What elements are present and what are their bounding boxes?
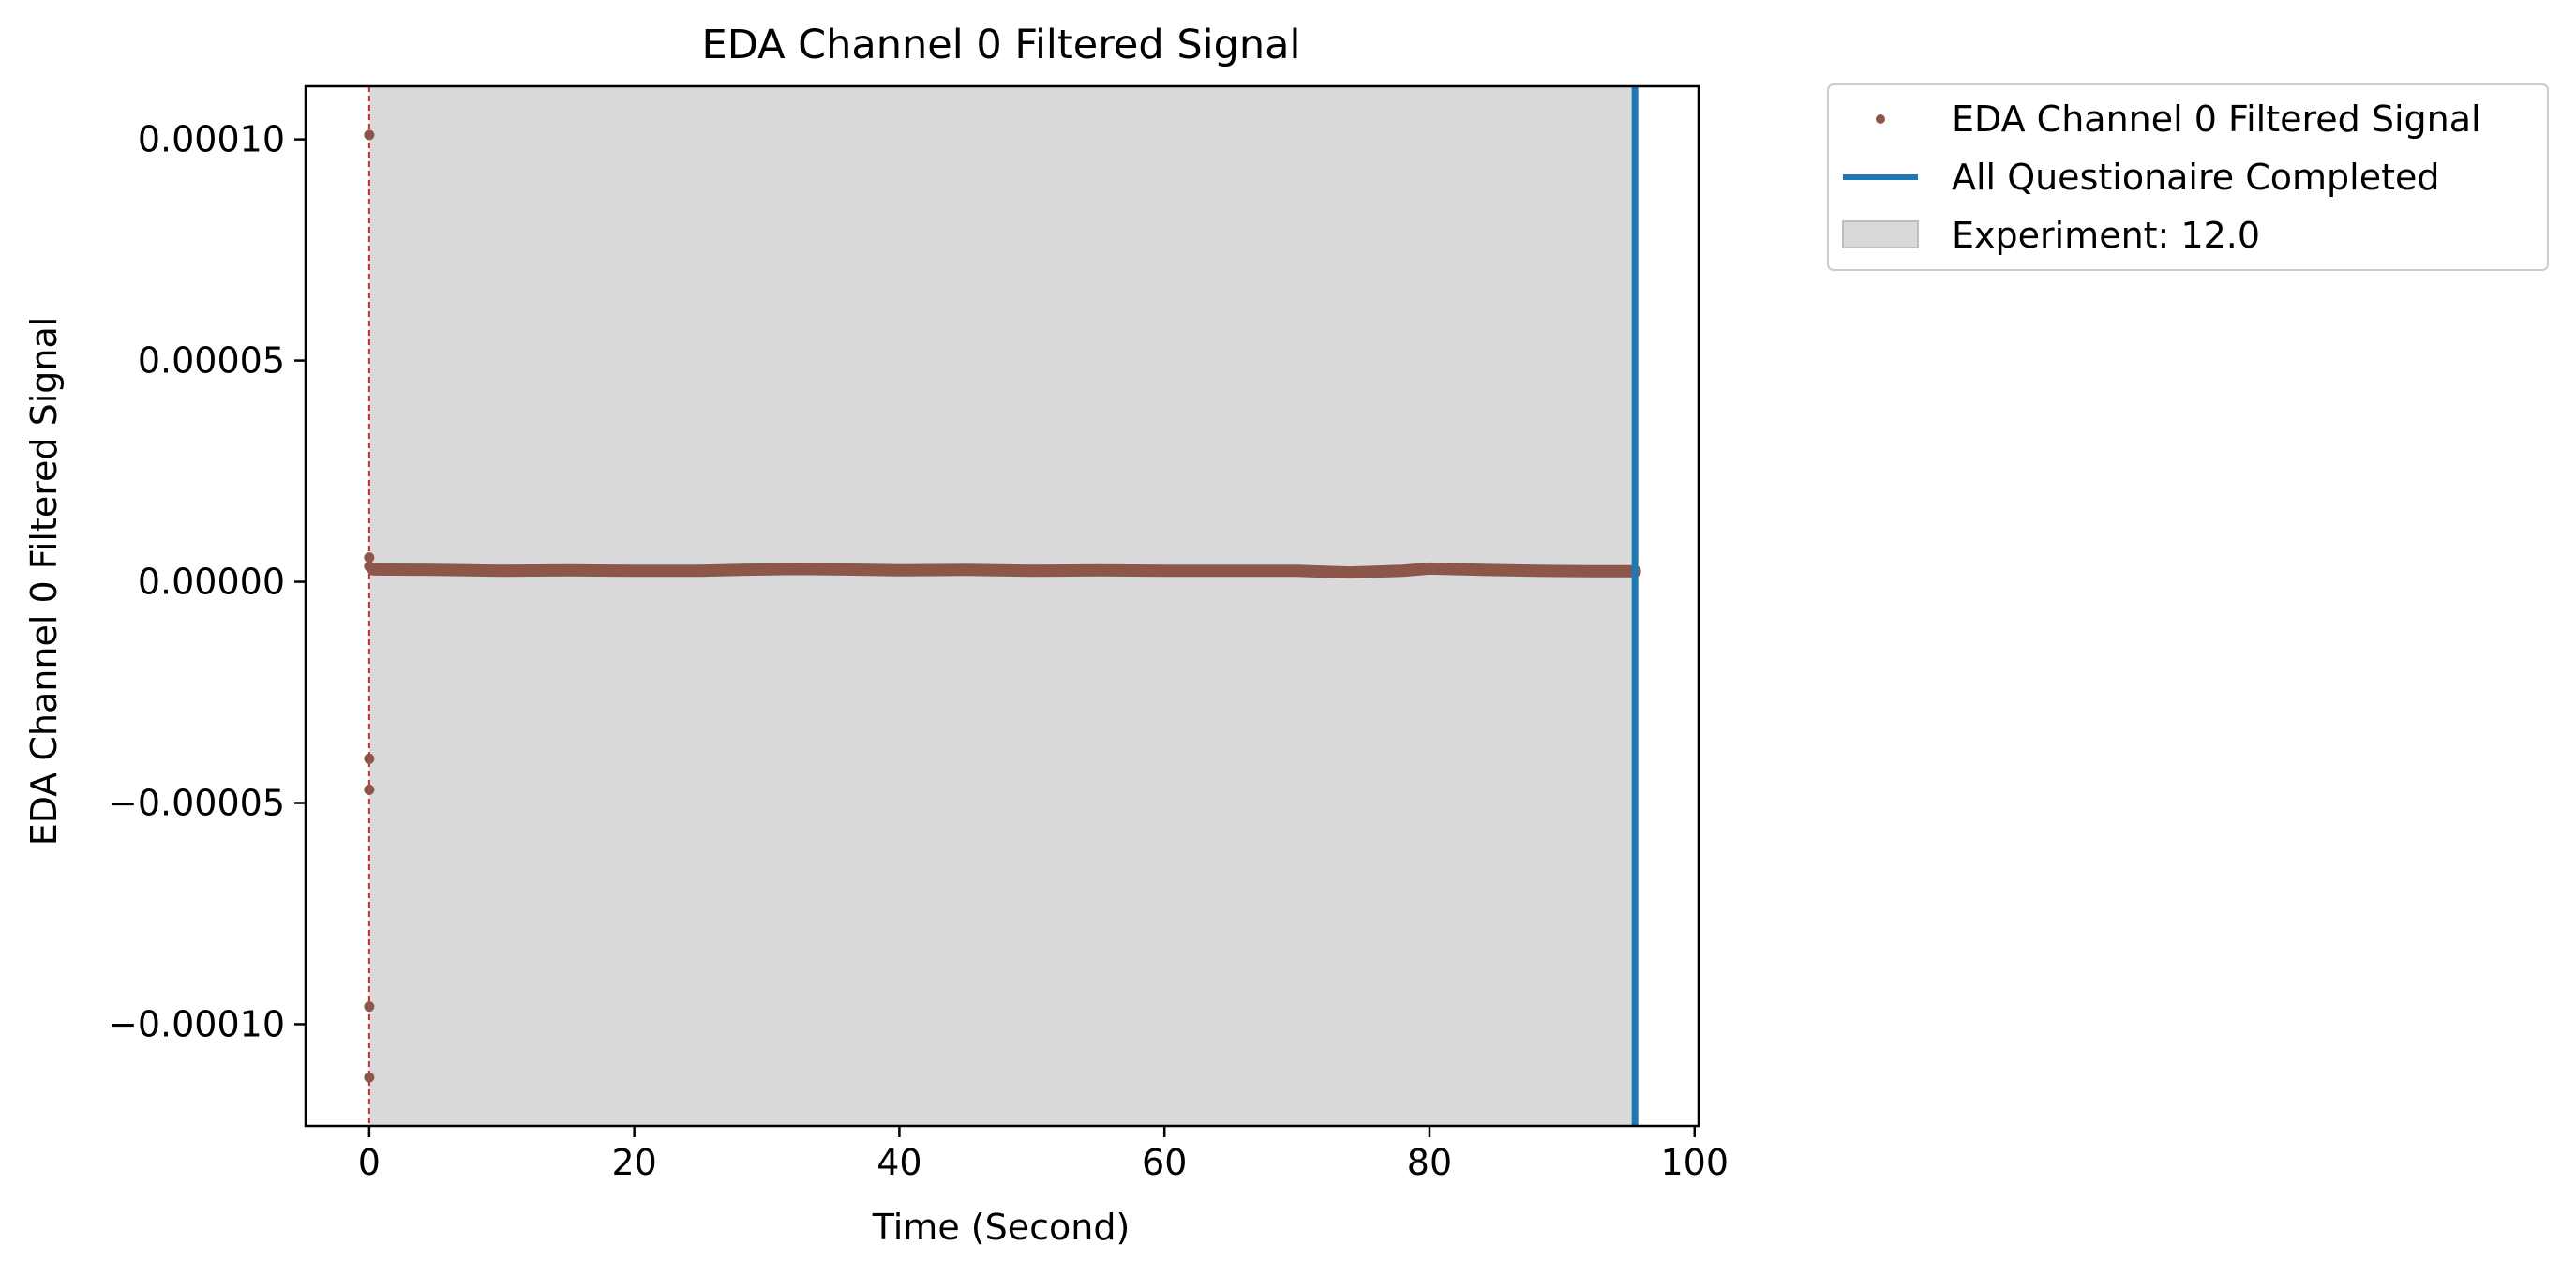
signal-point — [496, 564, 508, 577]
x-tick-label: 40 — [876, 1142, 921, 1183]
x-axis-label: Time (Second) — [872, 1207, 1131, 1248]
signal-point — [1423, 563, 1435, 575]
plot-area — [364, 86, 1641, 1126]
signal-point — [1092, 564, 1104, 577]
signal-point — [1224, 564, 1236, 577]
x-tick-label: 100 — [1660, 1142, 1729, 1183]
y-axis-label: EDA Channel 0 Filtered Signal — [23, 317, 65, 847]
legend-label-completion: All Questionaire Completed — [1952, 157, 2440, 198]
y-tick-label: 0.00000 — [138, 562, 285, 603]
signal-spikes — [364, 129, 375, 1083]
signal-point — [1344, 566, 1356, 578]
x-tick-label: 60 — [1142, 1142, 1187, 1183]
signal-point — [1159, 564, 1171, 577]
legend-patch-experiment — [1842, 220, 1919, 248]
signal-point — [562, 564, 574, 577]
signal-spike-point — [364, 784, 375, 795]
signal-point — [1582, 565, 1595, 578]
signal-point — [840, 563, 852, 576]
signal-point — [787, 563, 800, 575]
signal-point — [1397, 564, 1409, 577]
x-axis-ticks: 0 20 40 60 80 100 — [358, 1126, 1729, 1183]
x-tick-label: 80 — [1407, 1142, 1452, 1183]
signal-spike-point — [364, 753, 375, 764]
signal-point — [1530, 564, 1542, 577]
signal-point — [429, 563, 442, 576]
signal-point — [734, 563, 746, 576]
signal-spike-point — [364, 561, 375, 572]
y-tick-label: −0.00005 — [108, 783, 285, 824]
legend-label-signal: EDA Channel 0 Filtered Signal — [1952, 98, 2481, 140]
x-tick-label: 20 — [611, 1142, 656, 1183]
signal-spike-point — [364, 1001, 375, 1013]
y-tick-label: −0.00010 — [108, 1003, 285, 1044]
signal-point — [628, 564, 640, 577]
legend-label-experiment: Experiment: 12.0 — [1952, 215, 2260, 256]
experiment-span-shading — [368, 86, 1636, 1126]
signal-point — [1476, 563, 1489, 576]
signal-spike-point — [364, 129, 375, 141]
signal-point — [960, 563, 972, 576]
y-tick-label: 0.00005 — [138, 340, 285, 382]
signal-spike-point — [364, 552, 375, 563]
y-tick-label: 0.00010 — [138, 119, 285, 160]
axes-frame — [304, 84, 1700, 1128]
y-axis-ticks: −0.00010 −0.00005 0.00000 0.00005 0.00010 — [108, 119, 306, 1044]
chart-title: EDA Channel 0 Filtered Signal — [702, 22, 1301, 68]
signal-spike-point — [364, 1072, 375, 1083]
signal-point — [1026, 564, 1038, 577]
signal-point — [1291, 564, 1303, 577]
legend: EDA Channel 0 Filtered Signal All Questi… — [1827, 83, 2549, 271]
legend-marker-signal — [1876, 114, 1885, 124]
signal-point — [893, 564, 906, 577]
signal-point — [695, 564, 707, 577]
x-tick-label: 0 — [358, 1142, 381, 1183]
legend-frame — [1827, 83, 2549, 271]
